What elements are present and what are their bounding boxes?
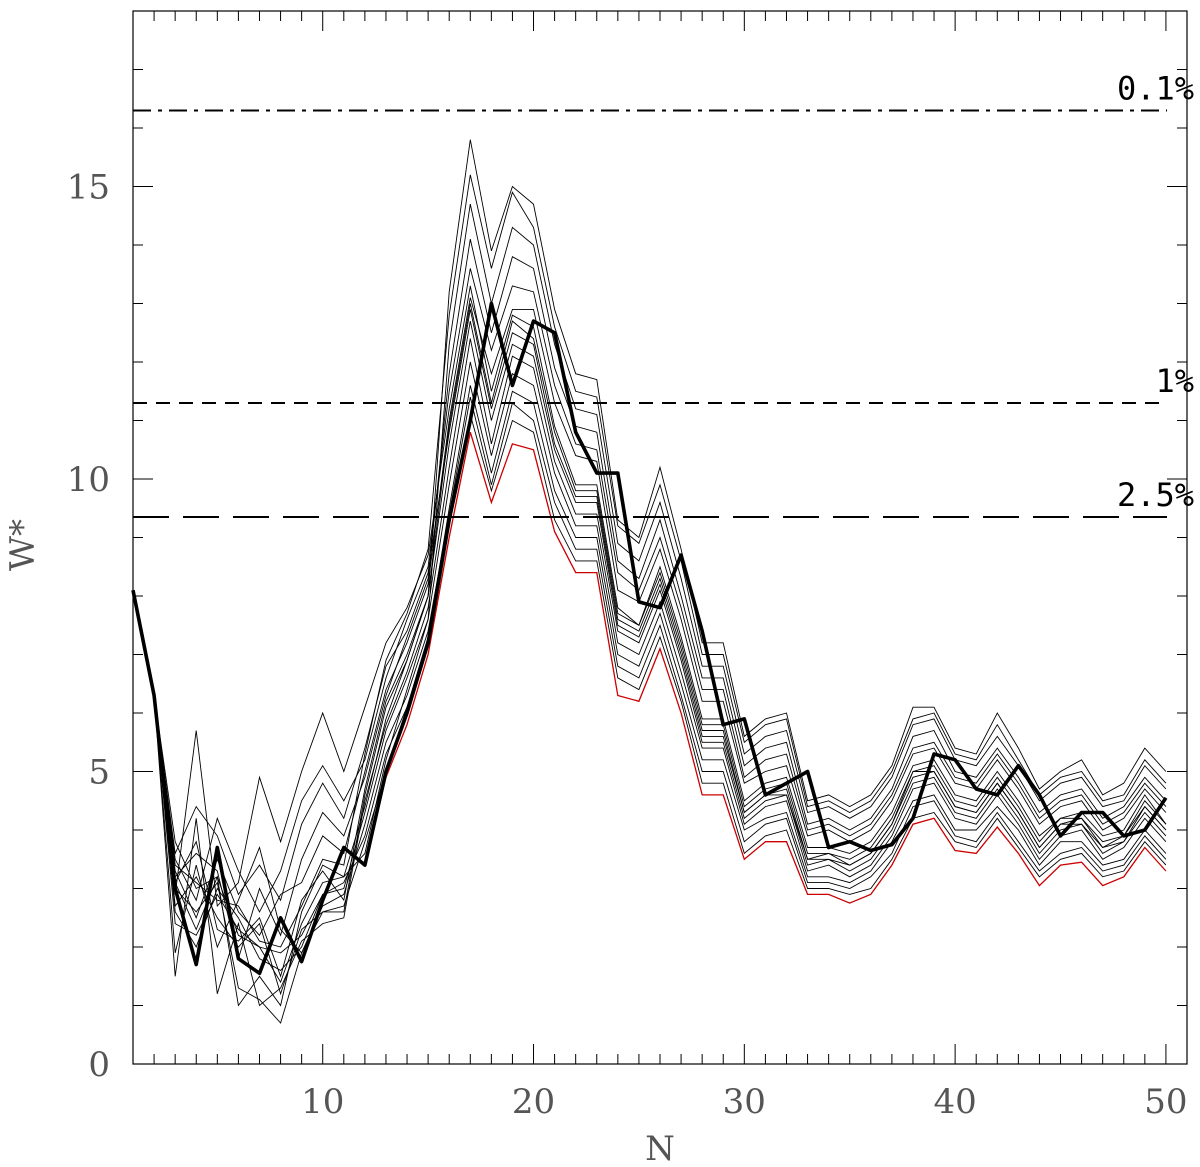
threshold-label-1: 0.1%	[1117, 69, 1194, 107]
x-axis-label: N	[645, 1129, 675, 1167]
simulation-line-15	[132, 303, 1167, 984]
simulation-line-10	[132, 268, 1167, 913]
x-tick-label-50: 50	[1144, 1082, 1187, 1122]
x-tick-label-10: 10	[301, 1082, 344, 1122]
simulation-line-13	[132, 174, 1167, 948]
simulation-line-2	[132, 385, 1167, 954]
threshold-lines: 0.1% 1% 2.5%	[133, 69, 1194, 519]
simulation-line-5	[132, 285, 1167, 908]
threshold-label-2: 1%	[1155, 362, 1194, 400]
x-tick-label-30: 30	[723, 1082, 766, 1122]
y-tick-label-0: 0	[88, 1045, 110, 1085]
x-tick-label-40: 40	[933, 1082, 976, 1122]
series-lines	[131, 139, 1168, 1024]
simulation-line-4	[132, 338, 1167, 1007]
tick-labels: 10 20 30 40 50 0 5 10 15	[67, 168, 1188, 1123]
simulation-line-9	[132, 414, 1167, 996]
y-tick-label-10: 10	[67, 460, 110, 500]
y-axis-label: W*	[3, 519, 43, 571]
simulation-line-8	[132, 321, 1167, 978]
simulation-line-7	[132, 297, 1167, 937]
axis-ticks	[133, 11, 1187, 1064]
y-tick-label-15: 15	[67, 168, 110, 208]
simulation-line-12	[132, 204, 1167, 971]
threshold-label-3: 2.5%	[1117, 476, 1194, 514]
x-tick-label-20: 20	[512, 1082, 555, 1122]
simulation-line-11	[132, 239, 1167, 961]
observed-line	[131, 301, 1168, 976]
y-tick-label-5: 5	[88, 753, 110, 793]
simulation-line-3	[132, 361, 1167, 1007]
